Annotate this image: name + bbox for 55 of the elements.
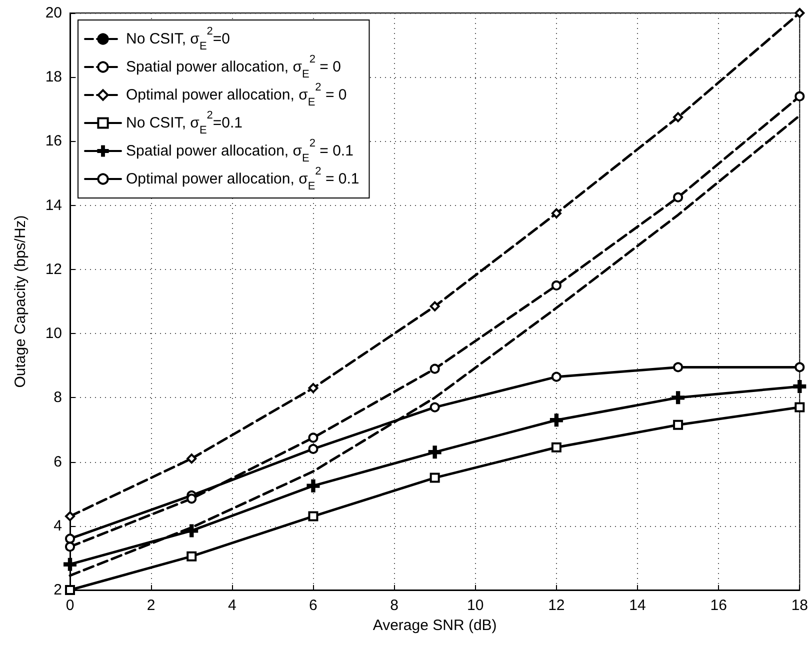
- point: [186, 494, 197, 504]
- x-tick-label: 4: [228, 597, 236, 614]
- x-tick-label: 0: [66, 597, 74, 614]
- x-axis-title: Average SNR (dB): [372, 616, 497, 634]
- x-tick-label: 16: [710, 597, 727, 614]
- point: [308, 511, 318, 522]
- y-tick-label: 6: [54, 453, 62, 470]
- y-tick-label: 20: [45, 4, 62, 22]
- y-tick-label: 2: [54, 582, 62, 598]
- x-tick-label: 8: [390, 597, 398, 614]
- point: [551, 208, 562, 218]
- y-tick-label: 18: [45, 68, 62, 86]
- point: [186, 454, 197, 464]
- y-tick-label: 4: [54, 517, 62, 534]
- point: [430, 301, 440, 312]
- x-tick-label: 12: [548, 597, 565, 614]
- point: [793, 380, 806, 393]
- point: [308, 444, 318, 454]
- point: [64, 558, 76, 571]
- y-tick-label: 14: [45, 196, 62, 214]
- x-tick-label: 6: [309, 597, 318, 614]
- point: [306, 479, 320, 492]
- point: [308, 383, 318, 394]
- point: [672, 391, 685, 404]
- point: [65, 542, 75, 552]
- y-tick-label: 8: [54, 389, 62, 406]
- x-tick-label: 14: [629, 597, 646, 614]
- x-tick-label: 10: [467, 597, 484, 614]
- point: [794, 362, 805, 372]
- point: [65, 585, 75, 595]
- x-tick-label: 2: [146, 597, 156, 614]
- point: [551, 442, 562, 452]
- point: [550, 414, 563, 427]
- point: [551, 280, 562, 290]
- point: [794, 402, 805, 412]
- point: [673, 112, 684, 122]
- y-axis-title: Outage Capacity (bps/Hz): [12, 215, 29, 388]
- point: [308, 432, 318, 443]
- point: [673, 192, 684, 202]
- point: [65, 534, 75, 544]
- point: [428, 446, 442, 459]
- point: [430, 472, 440, 483]
- point: [794, 91, 805, 102]
- point: [430, 364, 440, 374]
- y-tick-label: 16: [45, 132, 62, 150]
- point: [673, 420, 684, 430]
- point: [673, 362, 684, 372]
- x-tick-label: 18: [791, 597, 808, 614]
- y-tick-label: 10: [45, 325, 62, 342]
- point: [794, 8, 805, 18]
- point: [65, 511, 75, 522]
- point: [430, 402, 440, 412]
- y-tick-label: 12: [45, 260, 62, 278]
- point: [551, 372, 562, 382]
- point: [186, 551, 197, 562]
